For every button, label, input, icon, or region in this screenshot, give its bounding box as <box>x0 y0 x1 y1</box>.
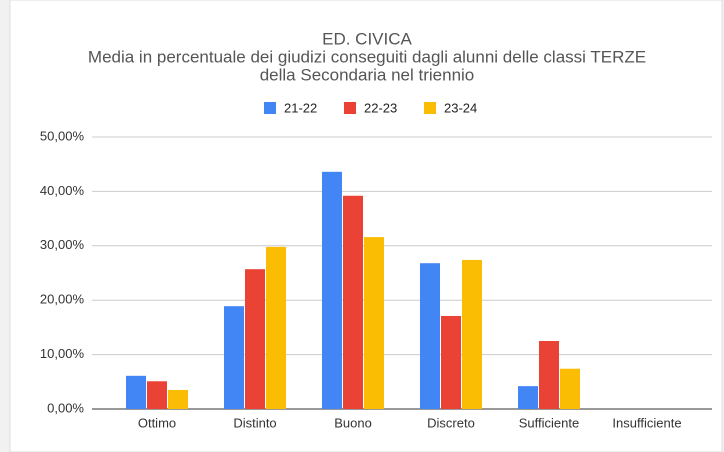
bar <box>322 171 342 409</box>
y-tick-label: 10,00% <box>40 346 85 361</box>
legend-swatch <box>424 102 436 114</box>
chart-subtitle: Media in percentuale dei giudizi consegu… <box>88 47 646 66</box>
y-tick-label: 40,00% <box>40 183 85 198</box>
y-tick-label: 20,00% <box>40 292 85 307</box>
y-tick-label: 50,00% <box>40 128 85 143</box>
bar <box>560 368 580 409</box>
bar <box>245 269 265 409</box>
bar <box>462 259 482 409</box>
bar <box>441 315 461 409</box>
bar <box>168 389 188 409</box>
bar <box>147 381 167 409</box>
y-tick-label: 30,00% <box>40 237 85 252</box>
bar <box>420 263 440 409</box>
x-tick-label: Insufficiente <box>612 415 681 430</box>
legend-swatch <box>344 102 356 114</box>
legend-label: 21-22 <box>284 100 317 115</box>
bar <box>343 195 363 409</box>
legend-swatch <box>264 102 276 114</box>
bar <box>539 341 559 409</box>
x-tick-label: Distinto <box>233 415 276 430</box>
x-tick-label: Discreto <box>427 415 475 430</box>
x-tick-label: Buono <box>334 415 372 430</box>
bar <box>126 375 146 409</box>
bar <box>518 386 538 409</box>
chart-subtitle: della Secondaria nel triennio <box>260 65 475 84</box>
bar <box>364 237 384 409</box>
legend-label: 23-24 <box>444 100 477 115</box>
bar <box>266 246 286 409</box>
legend-label: 22-23 <box>364 100 397 115</box>
x-tick-label: Ottimo <box>138 415 176 430</box>
y-tick-label: 0,00% <box>47 400 84 415</box>
chart-title: ED. CIVICA <box>322 29 412 48</box>
x-tick-label: Sufficiente <box>519 415 579 430</box>
bar <box>224 306 244 409</box>
